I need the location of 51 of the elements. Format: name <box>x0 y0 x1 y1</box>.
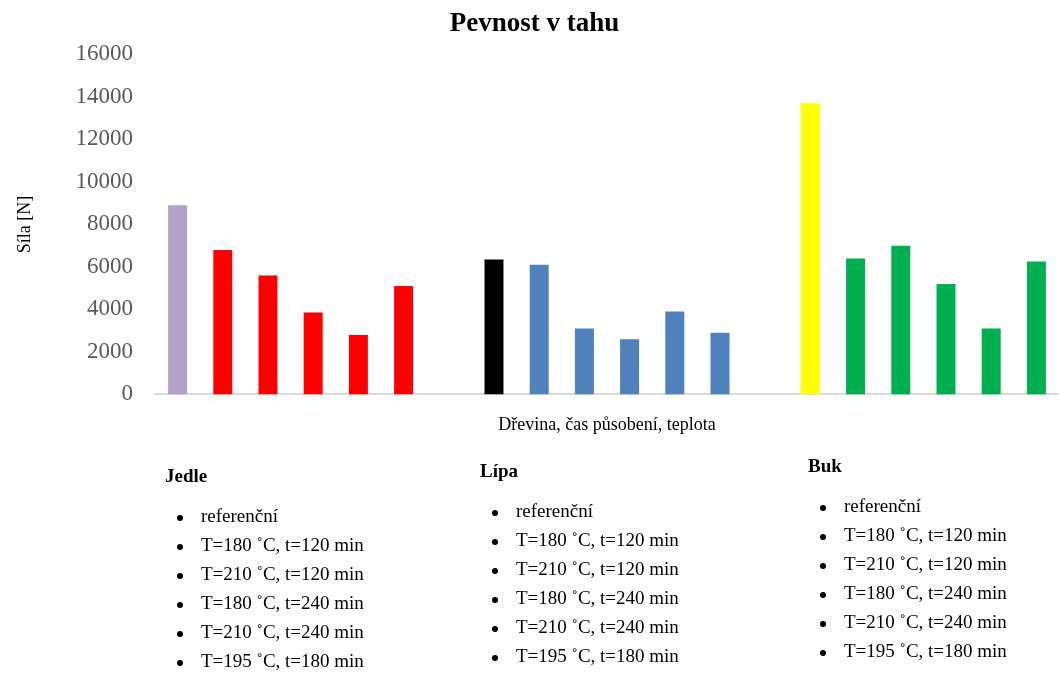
text: T=195 ˚C, t=180 min <box>515 644 679 668</box>
chart-title: Pevnost v tahu <box>449 7 620 38</box>
bar <box>168 205 188 395</box>
text: T=180 ˚C, t=240 min <box>843 581 1007 605</box>
text: T=180 ˚C, t=240 min <box>515 586 679 610</box>
bar <box>574 328 594 395</box>
bar <box>981 328 1001 395</box>
text: T=195 ˚C, t=180 min <box>843 639 1007 663</box>
bar <box>394 286 414 395</box>
x-axis-title: Dřevina, čas působení, teplota <box>498 413 716 434</box>
y-tick-label: 6000 <box>87 252 133 278</box>
bar <box>348 334 368 395</box>
text: T=210 ˚C, t=240 min <box>200 620 364 644</box>
bar <box>710 332 730 395</box>
text: T=180 ˚C, t=120 min <box>843 523 1007 547</box>
text: T=210 ˚C, t=120 min <box>200 562 364 586</box>
bar <box>665 311 685 395</box>
text: T=180 ˚C, t=120 min <box>515 528 679 552</box>
y-tick-label: 12000 <box>75 125 133 151</box>
y-axis-title: Síla [N] <box>13 195 34 254</box>
bar <box>800 103 820 395</box>
bar <box>258 275 278 395</box>
text: referenční <box>200 504 279 528</box>
bar <box>891 245 911 395</box>
bar <box>213 249 233 395</box>
bar <box>484 259 504 395</box>
bar <box>620 339 640 395</box>
y-tick-label: 16000 <box>75 40 133 66</box>
y-tick-label: 8000 <box>87 210 133 236</box>
text: T=210 ˚C, t=240 min <box>515 615 679 639</box>
text: T=210 ˚C, t=240 min <box>843 610 1007 634</box>
text: referenční <box>515 499 594 523</box>
text: T=180 ˚C, t=120 min <box>200 533 364 557</box>
bar <box>529 264 549 395</box>
y-tick-label: 14000 <box>75 82 133 108</box>
text: T=210 ˚C, t=120 min <box>843 552 1007 576</box>
y-tick-label: 2000 <box>87 337 133 363</box>
text: T=195 ˚C, t=180 min <box>200 649 364 673</box>
y-tick-label: 0 <box>121 380 133 406</box>
text: T=210 ˚C, t=120 min <box>515 557 679 581</box>
y-tick-label: 4000 <box>87 295 133 321</box>
text: Lípa <box>480 460 520 482</box>
text: referenční <box>843 494 922 518</box>
text: Buk <box>808 455 843 477</box>
bar <box>303 312 323 395</box>
bar <box>846 258 866 395</box>
text: Jedle <box>165 465 209 487</box>
bar <box>1026 261 1046 395</box>
bar <box>936 283 956 395</box>
y-tick-label: 10000 <box>75 167 133 193</box>
text: T=180 ˚C, t=240 min <box>200 591 364 615</box>
